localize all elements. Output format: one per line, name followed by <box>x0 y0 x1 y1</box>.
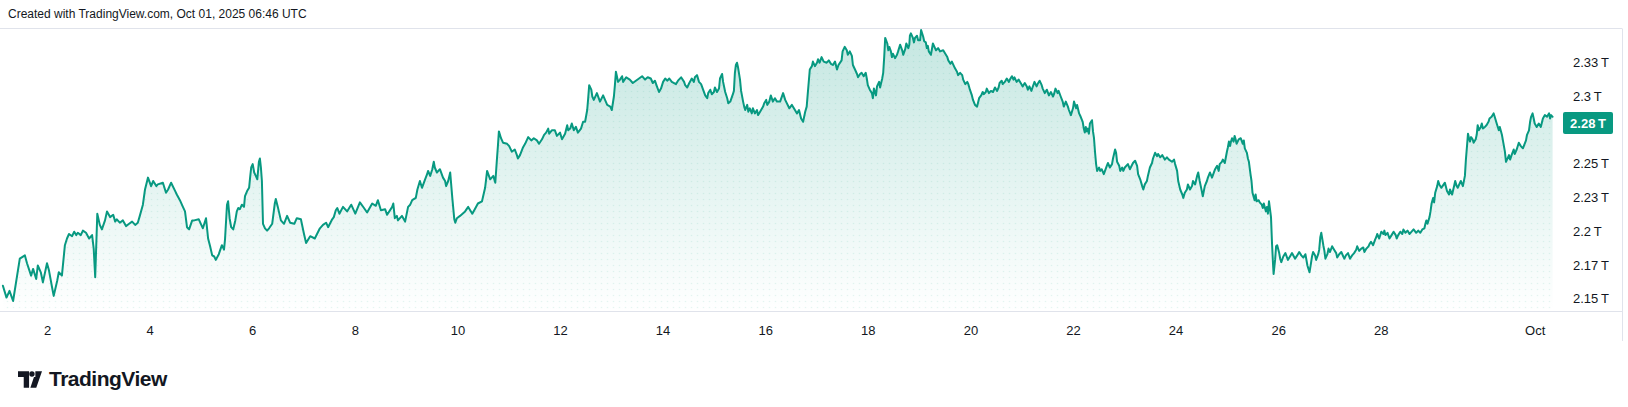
price-axis-label: 2.17 T <box>1573 258 1609 274</box>
price-axis-label: 2.2 T <box>1573 224 1602 240</box>
price-axis-label: 2.3 T <box>1573 89 1602 105</box>
tradingview-logo-icon <box>18 371 42 388</box>
time-axis-label: 12 <box>553 323 567 339</box>
time-axis-label: 2 <box>44 323 51 339</box>
time-axis-label: 16 <box>758 323 772 339</box>
price-axis-label: 2.23 T <box>1573 190 1609 206</box>
time-axis-label: 20 <box>964 323 978 339</box>
time-axis-label: 4 <box>146 323 153 339</box>
time-axis-label: 18 <box>861 323 875 339</box>
last-price-label: 2.28 T <box>1570 116 1606 131</box>
time-axis-label: Oct <box>1525 323 1545 339</box>
time-axis-label: 6 <box>249 323 256 339</box>
time-axis-label: 24 <box>1169 323 1183 339</box>
tradingview-wordmark: TradingView <box>49 367 167 391</box>
price-axis-label: 2.33 T <box>1573 55 1609 71</box>
price-axis-label: 2.15 T <box>1573 291 1609 307</box>
time-axis-label: 28 <box>1374 323 1388 339</box>
time-axis-label: 10 <box>451 323 465 339</box>
time-axis-label: 8 <box>352 323 359 339</box>
price-chart[interactable] <box>0 0 1628 407</box>
tradingview-logo[interactable]: TradingView <box>18 367 167 391</box>
price-axis-label: 2.25 T <box>1573 156 1609 172</box>
time-axis-label: 22 <box>1066 323 1080 339</box>
price-area-pattern <box>3 30 1553 311</box>
time-axis-label: 14 <box>656 323 670 339</box>
time-axis-label: 26 <box>1271 323 1285 339</box>
last-price-badge: 2.28 T <box>1563 112 1613 134</box>
